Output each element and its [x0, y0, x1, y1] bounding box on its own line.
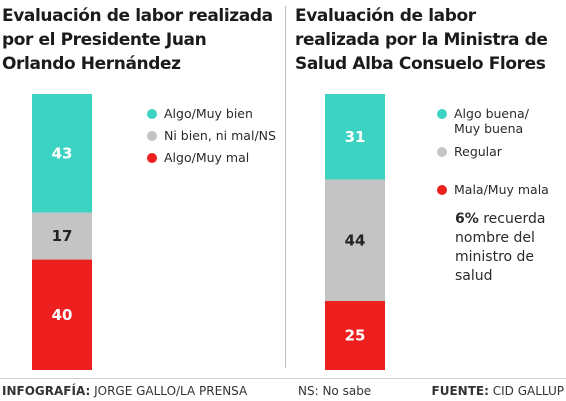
- legend-label-1-0: Algo buena/Muy buena: [454, 106, 530, 136]
- bar-label-0-0: 43: [52, 144, 73, 162]
- note-percent: 6%: [455, 211, 479, 227]
- legend-marker-0-0: [147, 109, 157, 119]
- legend-label-0-2: Algo/Muy mal: [164, 150, 249, 165]
- bar-segment-1-1: [325, 179, 385, 301]
- source-value: CID GALLUP: [492, 384, 564, 398]
- legend-label-0-1: Ni bien, ni mal/NS: [164, 128, 276, 143]
- bar-label-1-2: 25: [345, 327, 366, 345]
- chart-title-minister: Evaluación de labor realizada por la Min…: [295, 6, 548, 74]
- note-text: recuerda nombre del ministro de salud: [455, 211, 546, 284]
- bar-segment-0-0: [32, 94, 92, 213]
- bar-segment-0-1: [32, 212, 92, 260]
- legend-marker-1-0: [437, 109, 447, 119]
- minister-recall-note: 6% recuerda nombre del ministro de salud: [455, 210, 565, 286]
- source-label: FUENTE:: [431, 384, 489, 398]
- legend-label-1-1: Regular: [454, 144, 503, 159]
- legend-label-1-2: Mala/Muy mala: [454, 182, 549, 197]
- credit-value: JORGE GALLO/LA PRENSA: [94, 384, 248, 398]
- legend-marker-1-1: [437, 147, 447, 157]
- source: FUENTE: CID GALLUP: [432, 384, 564, 398]
- ns-note: NS: No sabe: [298, 384, 372, 398]
- credit-label: INFOGRAFÍA:: [2, 384, 91, 398]
- footer: INFOGRAFÍA: JORGE GALLO/LA PRENSA NS: No…: [0, 378, 566, 401]
- chart-president: 43 Algo/Muy bien 17 Ni bien, ni mal/NS 40 Alg…: [32, 94, 276, 370]
- chart-minister: 31 Algo buena/Muy buena 44 Regular 25 Mala/Mu…: [325, 94, 549, 370]
- chart-title-president: Evaluación de labor realizada por el Pre…: [2, 6, 273, 74]
- credit: INFOGRAFÍA: JORGE GALLO/LA PRENSA: [2, 384, 247, 398]
- legend-marker-0-2: [147, 153, 157, 163]
- bar-segment-1-0: [325, 94, 385, 180]
- bar-label-1-0: 31: [345, 128, 366, 146]
- bar-segment-1-2: [325, 301, 385, 370]
- panel-divider: [285, 6, 286, 368]
- bar-label-0-1: 17: [52, 227, 73, 245]
- legend-marker-1-2: [437, 185, 447, 195]
- bar-segment-0-2: [32, 259, 92, 370]
- bar-label-0-2: 40: [52, 306, 73, 324]
- legend-label-0-0: Algo/Muy bien: [164, 106, 253, 121]
- bar-label-1-1: 44: [345, 231, 366, 249]
- legend-marker-0-1: [147, 131, 157, 141]
